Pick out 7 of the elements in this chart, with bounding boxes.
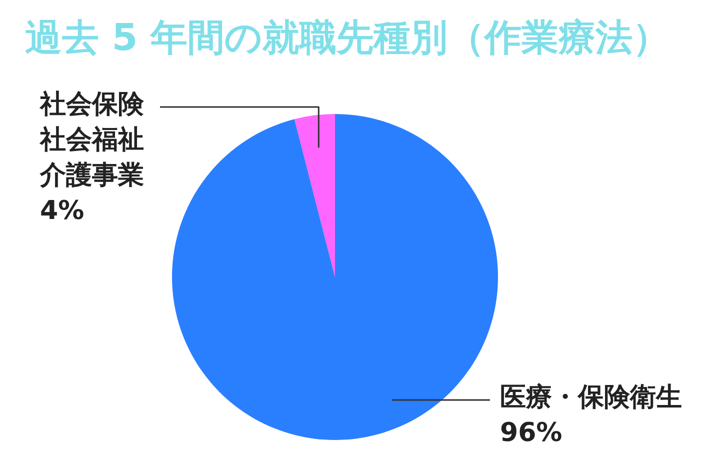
chart-title: 過去 5 年間の就職先種別（作業療法） bbox=[25, 16, 670, 59]
data-label: 96% bbox=[500, 418, 562, 448]
slice-label: 社会保険社会福祉介護事業 bbox=[39, 89, 145, 190]
pie-slice bbox=[172, 114, 498, 440]
data-label: 4% bbox=[40, 196, 84, 226]
pie-slice bbox=[294, 114, 335, 277]
slice-label: 医療・保険衛生 bbox=[500, 382, 682, 412]
